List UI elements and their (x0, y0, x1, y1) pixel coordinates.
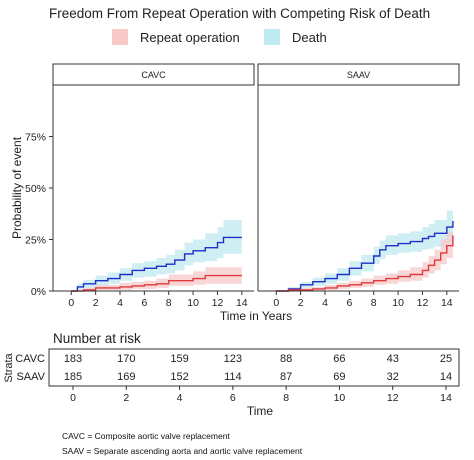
series-line-repeat-operation-saav (276, 235, 454, 292)
risk-x-tick-label: 8 (283, 392, 289, 404)
risk-cell-cavc: 66 (333, 353, 345, 365)
legend: Repeat operation Death (112, 29, 327, 45)
risk-x-tick-label: 12 (387, 392, 399, 404)
legend-label-death: Death (292, 30, 327, 45)
risk-table-box (48, 348, 460, 387)
risk-row-label-cavc: CAVC (15, 353, 45, 365)
y-tick-label: 50% (25, 183, 46, 195)
risk-cell-cavc: 170 (117, 353, 135, 365)
x-tick-label-cavc: 6 (141, 297, 147, 309)
series-line-death-cavc (71, 236, 242, 292)
x-tick-label-saav: 4 (322, 297, 328, 309)
risk-cell-cavc: 183 (64, 353, 82, 365)
legend-label-repeat-operation: Repeat operation (140, 30, 240, 45)
ci-band-repeat-operation-saav (276, 221, 453, 291)
strip-saav (257, 63, 460, 86)
risk-cell-saav: 169 (117, 371, 135, 383)
y-tick-label: 75% (25, 132, 46, 144)
risk-x-tick-label: 4 (177, 392, 183, 404)
y-tick-label: 25% (25, 235, 46, 247)
series-line-repeat-operation-cavc (71, 274, 242, 292)
legend-key-repeat-operation (112, 29, 128, 45)
risk-table-title: Number at risk (53, 331, 141, 346)
legend-key-death (264, 29, 280, 45)
x-tick-label-cavc: 8 (166, 297, 172, 309)
strip-cavc (52, 63, 255, 86)
x-tick-label-saav: 8 (371, 297, 377, 309)
risk-x-tick-label: 14 (440, 392, 452, 404)
x-tick-label-cavc: 4 (117, 297, 123, 309)
footnote-cavc: CAVC = Composite aortic valve replacemen… (62, 431, 230, 441)
x-tick-label-cavc: 2 (93, 297, 99, 309)
x-tick-label-saav: 0 (273, 297, 279, 309)
risk-cell-cavc: 123 (224, 353, 242, 365)
x-tick-label-cavc: 10 (187, 297, 199, 309)
strip-label-saav: SAAV (347, 70, 370, 80)
risk-cell-cavc: 88 (280, 353, 292, 365)
y-axis-label: Probability of event (10, 136, 24, 239)
risk-cell-saav: 87 (280, 371, 292, 383)
risk-cell-saav: 152 (170, 371, 188, 383)
x-tick-label-saav: 12 (417, 297, 429, 309)
risk-cell-cavc: 159 (170, 353, 188, 365)
risk-x-axis-label: Time (247, 404, 274, 418)
risk-cell-saav: 114 (224, 371, 242, 383)
risk-x-tick-label: 6 (230, 392, 236, 404)
x-tick-label-cavc: 0 (68, 297, 74, 309)
ci-band-death-cavc (71, 218, 242, 291)
risk-x-tick-label: 0 (70, 392, 76, 404)
risk-x-tick-label: 2 (123, 392, 129, 404)
x-tick-label-saav: 14 (441, 297, 453, 309)
x-axis-label: Time in Years (220, 309, 292, 323)
risk-cell-saav: 32 (387, 371, 399, 383)
x-tick-label-cavc: 12 (212, 297, 224, 309)
strata-label: Strata (3, 352, 15, 382)
x-tick-label-saav: 10 (392, 297, 404, 309)
series-line-death-saav (276, 221, 454, 292)
risk-cell-saav: 14 (440, 371, 452, 383)
risk-cell-saav: 69 (333, 371, 345, 383)
risk-row-label-saav: SAAV (16, 371, 45, 383)
risk-table: Number at risk CAVC 183 170 159 123 88 66 43 25 SA… (3, 331, 460, 418)
x-tick-label-cavc: 14 (236, 297, 248, 309)
chart-title: Freedom From Repeat Operation with Compe… (49, 6, 430, 21)
risk-cell-saav: 185 (64, 371, 82, 383)
risk-cell-cavc: 25 (440, 353, 452, 365)
x-tick-label-saav: 2 (298, 297, 304, 309)
x-tick-label-saav: 6 (346, 297, 352, 309)
footnote-saav: SAAV = Separate ascending aorta and aort… (62, 446, 303, 456)
risk-x-tick-label: 10 (334, 392, 346, 404)
plot-panels: CAVC 0 2 4 6 8 10 12 14 SAAV 0 2 4 6 8 10 12 14 0% 25% 50% 75… (10, 63, 460, 323)
y-tick-label: 0% (31, 286, 46, 298)
risk-cell-cavc: 43 (387, 353, 399, 365)
ci-band-death-saav (276, 200, 453, 291)
ci-band-repeat-operation-cavc (71, 265, 242, 291)
strip-label-cavc: CAVC (141, 70, 166, 80)
